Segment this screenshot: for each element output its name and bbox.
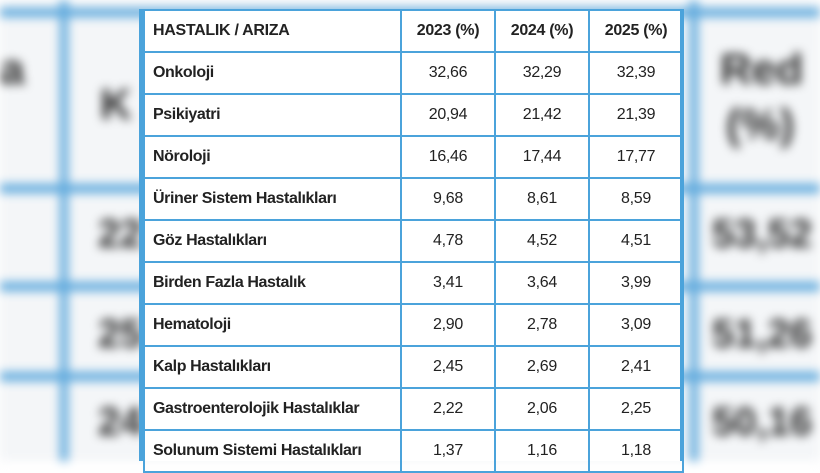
bg-right-value: 51,26 bbox=[712, 312, 813, 356]
header-2025: 2025 (%) bbox=[588, 9, 684, 53]
row-value: 2,22 bbox=[400, 387, 496, 431]
row-value: 32,39 bbox=[588, 51, 684, 95]
table-row: Nöroloji 16,46 17,44 17,77 bbox=[143, 135, 684, 179]
bg-right-header: Red bbox=[720, 45, 804, 94]
row-value: 4,51 bbox=[588, 219, 684, 263]
header-2023: 2023 (%) bbox=[400, 9, 496, 53]
row-label: Onkoloji bbox=[143, 51, 402, 95]
row-value: 21,39 bbox=[588, 93, 684, 137]
table-row: Birden Fazla Hastalık 3,41 3,64 3,99 bbox=[143, 261, 684, 305]
row-value: 32,29 bbox=[494, 51, 590, 95]
table-row: Üriner Sistem Hastalıkları 9,68 8,61 8,59 bbox=[143, 177, 684, 221]
row-label: Nöroloji bbox=[143, 135, 402, 179]
bg-left-fragment: 25 bbox=[98, 312, 143, 356]
row-value: 4,52 bbox=[494, 219, 590, 263]
bg-left-fragment: 22 bbox=[98, 212, 143, 256]
row-label: Solunum Sistemi Hastalıkları bbox=[143, 429, 402, 473]
header-2024: 2024 (%) bbox=[494, 9, 590, 53]
row-label: Kalp Hastalıkları bbox=[143, 345, 402, 389]
row-value: 3,09 bbox=[588, 303, 684, 347]
bg-left-fragment: K bbox=[100, 80, 132, 129]
bg-left-fragment: 24 bbox=[98, 400, 143, 444]
row-label: Psikiyatri bbox=[143, 93, 402, 137]
table-row: Gastroenterolojik Hastalıklar 2,22 2,06 2,2… bbox=[143, 387, 684, 431]
row-value: 2,90 bbox=[400, 303, 496, 347]
table-row: Solunum Sistemi Hastalıkları 1,37 1,16 1,18 bbox=[143, 429, 684, 473]
row-value: 3,41 bbox=[400, 261, 496, 305]
header-disease: HASTALIK / ARIZA bbox=[143, 9, 402, 53]
table-row: Psikiyatri 20,94 21,42 21,39 bbox=[143, 93, 684, 137]
row-value: 3,64 bbox=[494, 261, 590, 305]
row-value: 2,69 bbox=[494, 345, 590, 389]
row-value: 20,94 bbox=[400, 93, 496, 137]
table-row: Göz Hastalıkları 4,78 4,52 4,51 bbox=[143, 219, 684, 263]
row-value: 21,42 bbox=[494, 93, 590, 137]
row-value: 1,37 bbox=[400, 429, 496, 473]
table-header-row: HASTALIK / ARIZA 2023 (%) 2024 (%) 2025 … bbox=[143, 9, 684, 53]
row-value: 2,25 bbox=[588, 387, 684, 431]
bg-right-value: 53,52 bbox=[712, 212, 813, 256]
bg-left-fragment: a bbox=[0, 45, 25, 94]
row-value: 17,44 bbox=[494, 135, 590, 179]
bg-grid-line bbox=[690, 0, 698, 461]
row-value: 8,59 bbox=[588, 177, 684, 221]
row-value: 17,77 bbox=[588, 135, 684, 179]
row-label: Birden Fazla Hastalık bbox=[143, 261, 402, 305]
data-table: HASTALIK / ARIZA 2023 (%) 2024 (%) 2025 … bbox=[143, 9, 684, 473]
row-value: 2,06 bbox=[494, 387, 590, 431]
row-value: 8,61 bbox=[494, 177, 590, 221]
row-value: 1,18 bbox=[588, 429, 684, 473]
disease-percentage-table: HASTALIK / ARIZA 2023 (%) 2024 (%) 2025 … bbox=[139, 9, 684, 473]
table-row: Hematoloji 2,90 2,78 3,09 bbox=[143, 303, 684, 347]
bg-right-header-unit: (%) bbox=[726, 100, 795, 149]
row-label: Hematoloji bbox=[143, 303, 402, 347]
row-value: 1,16 bbox=[494, 429, 590, 473]
bg-right-value: 50,16 bbox=[712, 400, 813, 444]
row-label: Üriner Sistem Hastalıkları bbox=[143, 177, 402, 221]
row-value: 4,78 bbox=[400, 219, 496, 263]
table-row: Onkoloji 32,66 32,29 32,39 bbox=[143, 51, 684, 95]
row-value: 32,66 bbox=[400, 51, 496, 95]
row-value: 9,68 bbox=[400, 177, 496, 221]
row-label: Gastroenterolojik Hastalıklar bbox=[143, 387, 402, 431]
bg-grid-line bbox=[60, 0, 68, 461]
row-label: Göz Hastalıkları bbox=[143, 219, 402, 263]
row-value: 16,46 bbox=[400, 135, 496, 179]
row-value: 2,41 bbox=[588, 345, 684, 389]
row-value: 2,45 bbox=[400, 345, 496, 389]
row-value: 3,99 bbox=[588, 261, 684, 305]
row-value: 2,78 bbox=[494, 303, 590, 347]
table-row: Kalp Hastalıkları 2,45 2,69 2,41 bbox=[143, 345, 684, 389]
